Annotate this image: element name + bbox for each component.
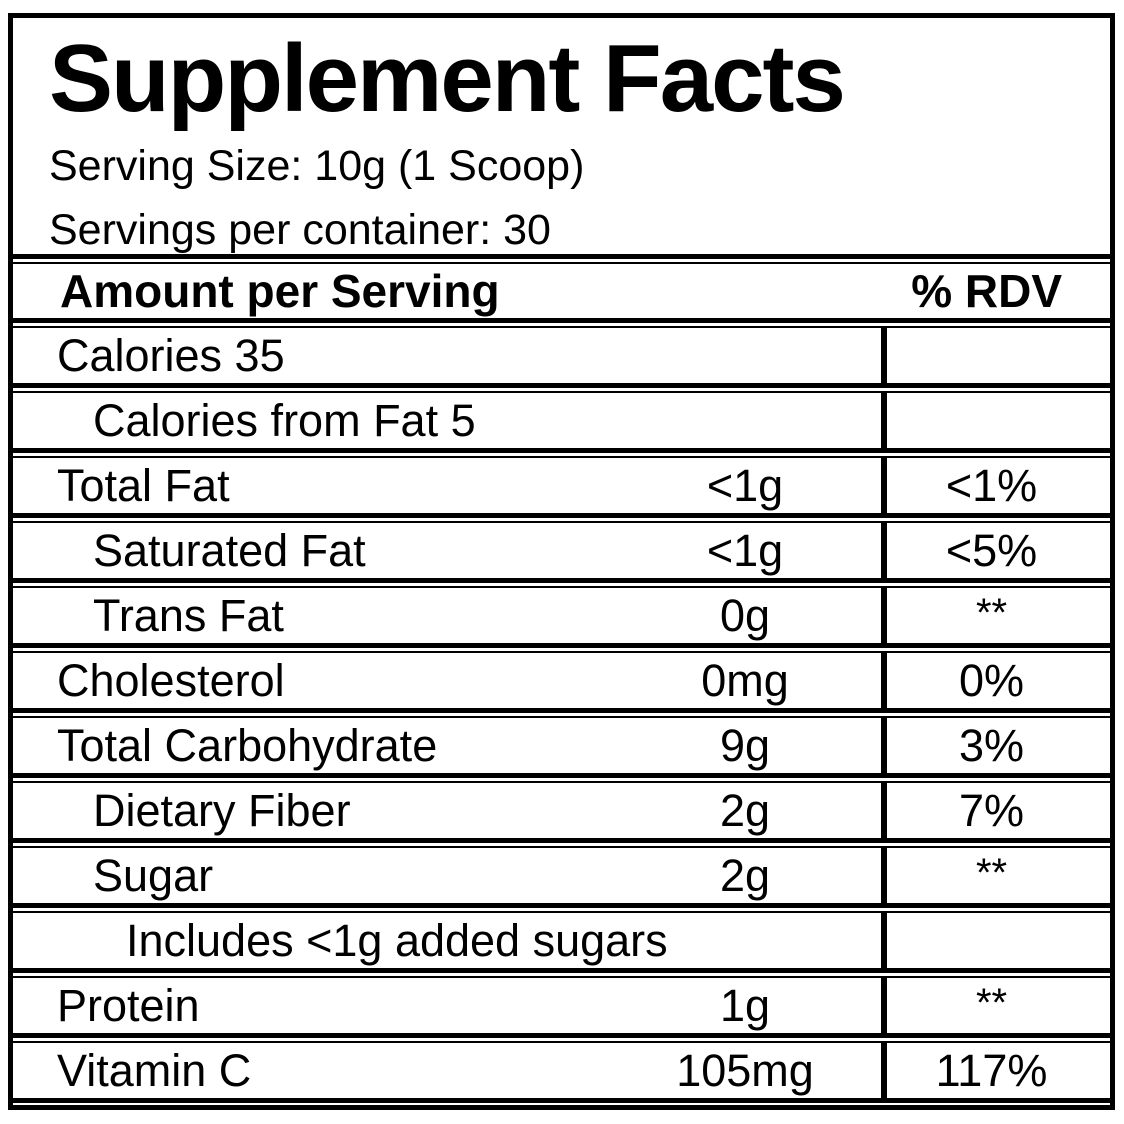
nutrient-cell: Calories from Fat 5 bbox=[13, 391, 881, 453]
rdv-cell bbox=[881, 391, 1111, 453]
nutrient-cell: Protein 1g bbox=[13, 976, 881, 1038]
row-amount: 0mg bbox=[701, 654, 789, 706]
row-rdv: ** bbox=[975, 851, 1008, 895]
nutrient-cell: Sugar 2g bbox=[13, 846, 881, 908]
row-rdv bbox=[887, 393, 1110, 448]
table-row: Includes <1g added sugars bbox=[13, 911, 1111, 973]
label-title: Supplement Facts bbox=[49, 25, 846, 132]
row-rdv: 0% bbox=[958, 654, 1025, 706]
nutrient-cell-inner: Protein 1g bbox=[13, 978, 881, 1033]
rdv-cell: ** bbox=[881, 846, 1111, 908]
table-row: Trans Fat 0g ** bbox=[13, 586, 1111, 648]
nutrient-cell: Dietary Fiber 2g bbox=[13, 781, 881, 843]
row-rdv: <5% bbox=[945, 524, 1038, 576]
row-amount: <1g bbox=[706, 459, 784, 511]
table-row: Total Carbohydrate 9g 3% bbox=[13, 716, 1111, 778]
facts-table: Amount per Serving % RDV Calories 35 bbox=[13, 259, 1111, 1106]
table-row: Total Fat <1g <1% bbox=[13, 456, 1111, 518]
table-row: Sugar 2g ** bbox=[13, 846, 1111, 908]
nutrient-cell-inner: Trans Fat 0g bbox=[13, 588, 881, 643]
rdv-cell: ** bbox=[881, 976, 1111, 1038]
row-label: Trans Fat bbox=[93, 589, 284, 641]
nutrient-cell-inner: Calories from Fat 5 bbox=[13, 393, 881, 448]
row-label: Total Carbohydrate bbox=[57, 719, 438, 771]
rdv-cell: ** bbox=[881, 586, 1111, 648]
nutrient-cell: Includes <1g added sugars bbox=[13, 911, 881, 973]
nutrient-cell: Cholesterol 0mg bbox=[13, 651, 881, 713]
table-row: Protein 1g ** bbox=[13, 976, 1111, 1038]
nutrient-cell: Total Carbohydrate 9g bbox=[13, 716, 881, 778]
serving-size-text: Serving Size: 10g (1 Scoop) bbox=[49, 141, 585, 190]
rdv-header: % RDV bbox=[911, 265, 1063, 317]
row-amount: <1g bbox=[706, 524, 784, 576]
row-rdv: ** bbox=[975, 981, 1008, 1025]
rdv-cell: <1% bbox=[881, 456, 1111, 518]
table-row: Calories 35 bbox=[13, 326, 1111, 388]
nutrient-cell-inner: Includes <1g added sugars bbox=[13, 913, 881, 968]
row-amount: 0g bbox=[719, 589, 771, 641]
facts-table-body: Amount per Serving % RDV Calories 35 bbox=[13, 262, 1111, 1103]
table-row: Vitamin C 105mg 117% bbox=[13, 1041, 1111, 1103]
nutrient-cell-inner: Vitamin C 105mg bbox=[13, 1043, 881, 1098]
nutrient-cell-inner: Calories 35 bbox=[13, 328, 881, 383]
nutrient-cell-inner: Total Fat <1g bbox=[13, 458, 881, 513]
table-row: Dietary Fiber 2g 7% bbox=[13, 781, 1111, 843]
nutrient-cell: Total Fat <1g bbox=[13, 456, 881, 518]
nutrient-cell-inner: Cholesterol 0mg bbox=[13, 653, 881, 708]
row-label: Cholesterol bbox=[57, 654, 285, 706]
row-rdv bbox=[887, 328, 1110, 383]
row-rdv: 117% bbox=[935, 1044, 1048, 1096]
row-amount: 9g bbox=[719, 719, 771, 771]
row-amount: 105mg bbox=[676, 1044, 814, 1096]
row-label: Vitamin C bbox=[57, 1044, 252, 1096]
row-label: Dietary Fiber bbox=[93, 784, 351, 836]
nutrient-cell: Calories 35 bbox=[13, 326, 881, 388]
table-header-cell: Amount per Serving % RDV bbox=[13, 262, 1111, 323]
row-rdv: 7% bbox=[958, 784, 1025, 836]
rdv-cell: 117% bbox=[881, 1041, 1111, 1103]
row-label: Protein bbox=[57, 979, 200, 1031]
row-label: Total Fat bbox=[57, 459, 230, 511]
rdv-cell: 3% bbox=[881, 716, 1111, 778]
nutrient-cell-inner: Total Carbohydrate 9g bbox=[13, 718, 881, 773]
rdv-cell: 0% bbox=[881, 651, 1111, 713]
nutrient-cell: Trans Fat 0g bbox=[13, 586, 881, 648]
table-header-inner: Amount per Serving % RDV bbox=[13, 264, 1110, 318]
table-header-row: Amount per Serving % RDV bbox=[13, 262, 1111, 323]
row-rdv bbox=[887, 913, 1110, 968]
table-row: Saturated Fat <1g <5% bbox=[13, 521, 1111, 583]
rdv-cell: 7% bbox=[881, 781, 1111, 843]
row-label: Calories from Fat 5 bbox=[93, 394, 476, 446]
nutrient-cell-inner: Sugar 2g bbox=[13, 848, 881, 903]
rdv-cell: <5% bbox=[881, 521, 1111, 583]
row-label: Saturated Fat bbox=[93, 524, 366, 576]
nutrient-cell: Vitamin C 105mg bbox=[13, 1041, 881, 1103]
row-rdv: ** bbox=[975, 591, 1008, 635]
rdv-cell bbox=[881, 326, 1111, 388]
supplement-facts-label: Supplement Facts Serving Size: 10g (1 Sc… bbox=[8, 13, 1115, 1110]
nutrient-cell: Saturated Fat <1g bbox=[13, 521, 881, 583]
table-row: Calories from Fat 5 bbox=[13, 391, 1111, 453]
row-amount: 2g bbox=[719, 849, 771, 901]
row-label: Includes <1g added sugars bbox=[126, 914, 668, 966]
servings-per-container-text: Servings per container: 30 bbox=[49, 206, 551, 255]
row-label: Calories 35 bbox=[57, 329, 285, 381]
label-intro-section: Supplement Facts Serving Size: 10g (1 Sc… bbox=[13, 18, 1110, 259]
nutrient-cell-inner: Saturated Fat <1g bbox=[13, 523, 881, 578]
row-amount: 2g bbox=[719, 784, 771, 836]
table-row: Cholesterol 0mg 0% bbox=[13, 651, 1111, 713]
row-amount: 1g bbox=[719, 979, 771, 1031]
nutrient-cell-inner: Dietary Fiber 2g bbox=[13, 783, 881, 838]
row-rdv: <1% bbox=[945, 459, 1038, 511]
row-rdv: 3% bbox=[958, 719, 1025, 771]
amount-per-serving-header: Amount per Serving bbox=[60, 265, 500, 317]
rdv-cell bbox=[881, 911, 1111, 973]
row-label: Sugar bbox=[93, 849, 214, 901]
